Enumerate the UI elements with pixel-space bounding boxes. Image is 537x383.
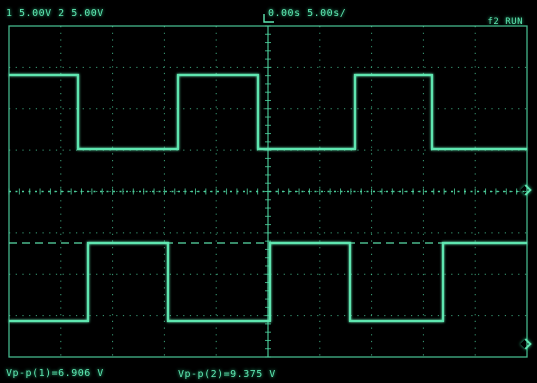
channel-scale-readout: 1 5.00V 2 5.00V [6, 8, 104, 19]
channel-1-trace [9, 73, 527, 151]
vpp-channel-1-readout: Vp-p(1)=6.906 V [6, 368, 104, 379]
trigger-position-marker [263, 14, 274, 23]
vpp-channel-2-readout: Vp-p(2)=9.375 V [178, 369, 276, 380]
run-status: f2 RUN [487, 17, 523, 27]
channel-2-trace [9, 241, 527, 323]
timebase-readout: 0.00s 5.00s/ [268, 8, 347, 19]
